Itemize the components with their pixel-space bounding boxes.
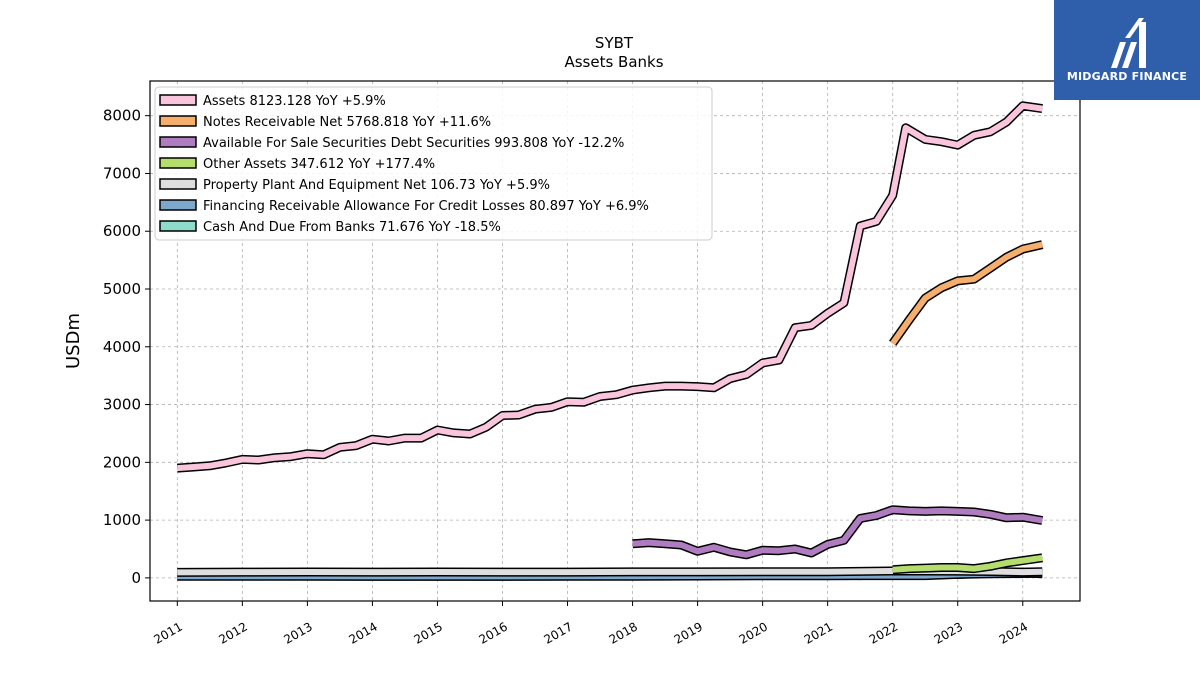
y-tick-label: 5000 xyxy=(103,280,141,298)
legend-label: Cash And Due From Banks 71.676 YoY -18.5… xyxy=(203,220,501,235)
plot-frame xyxy=(149,80,1081,602)
y-tick-label: 8000 xyxy=(103,107,141,125)
y-tick-label: 3000 xyxy=(103,396,141,414)
x-tick-label: 2019 xyxy=(672,619,705,646)
y-tick-label: 1000 xyxy=(103,511,141,529)
x-tick-label: 2020 xyxy=(737,619,770,646)
legend: Assets 8123.128 YoY +5.9% Notes Receivabl… xyxy=(154,86,713,241)
y-tick-label: 2000 xyxy=(103,453,141,471)
y-axis-label: USDm xyxy=(63,313,84,369)
x-tick-label: 2023 xyxy=(932,619,965,646)
series-line-available-for-sale-securities-debt-securities xyxy=(632,506,1043,558)
x-tick-label: 2024 xyxy=(997,619,1030,646)
x-axis-ticks: 2011 2012 2013 2014 2015 2016 2017 2018 2019 2020… xyxy=(151,601,1030,647)
brand-name: MIDGARD FINANCE xyxy=(1066,70,1188,83)
x-tick-label: 2021 xyxy=(802,619,835,646)
series-line-notes-receivable-net xyxy=(890,241,1043,346)
x-tick-label: 2018 xyxy=(607,619,640,646)
legend-swatch xyxy=(159,220,197,232)
y-tick-label: 0 xyxy=(131,569,141,587)
x-tick-label: 2014 xyxy=(346,619,379,646)
brand-logo: MIDGARD FINANCE xyxy=(1054,0,1200,100)
x-tick-label: 2017 xyxy=(542,619,575,646)
x-tick-label: 2016 xyxy=(477,619,510,646)
legend-label: Financing Receivable Allowance For Credi… xyxy=(203,199,649,214)
legend-swatch xyxy=(159,178,197,190)
chart-subtitle: Assets Banks xyxy=(564,53,663,71)
legend-label: Notes Receivable Net 5768.818 YoY +11.6% xyxy=(203,115,491,130)
x-tick-label: 2012 xyxy=(216,619,249,646)
series-outline-notes-receivable-net xyxy=(889,240,1044,346)
y-axis-ticks: 0 1000 2000 3000 4000 5000 6000 7000 8000 xyxy=(103,107,150,587)
chart-title: SYBT xyxy=(595,34,634,52)
legend-label: Other Assets 347.612 YoY +177.4% xyxy=(203,157,435,172)
legend-swatch xyxy=(159,115,197,127)
legend-label: Property Plant And Equipment Net 106.73 … xyxy=(203,178,550,193)
y-tick-label: 6000 xyxy=(103,222,141,240)
x-tick-label: 2015 xyxy=(412,619,445,646)
x-tick-label: 2011 xyxy=(151,619,184,646)
legend-box xyxy=(154,86,713,241)
legend-swatch xyxy=(159,94,197,106)
y-tick-label: 4000 xyxy=(103,338,141,356)
series-line-other-assets xyxy=(892,554,1043,573)
legend-swatch xyxy=(159,136,197,148)
series-lines xyxy=(176,101,1044,581)
series-line-assets xyxy=(177,102,1043,472)
x-tick-label: 2013 xyxy=(281,619,314,646)
legend-label: Assets 8123.128 YoY +5.9% xyxy=(203,94,386,109)
logo-mark-icon xyxy=(1111,18,1146,68)
y-tick-label: 7000 xyxy=(103,164,141,182)
x-tick-label: 2022 xyxy=(867,619,900,646)
legend-label: Available For Sale Securities Debt Secur… xyxy=(203,136,624,151)
legend-swatch xyxy=(159,199,197,211)
legend-swatch xyxy=(159,157,197,169)
